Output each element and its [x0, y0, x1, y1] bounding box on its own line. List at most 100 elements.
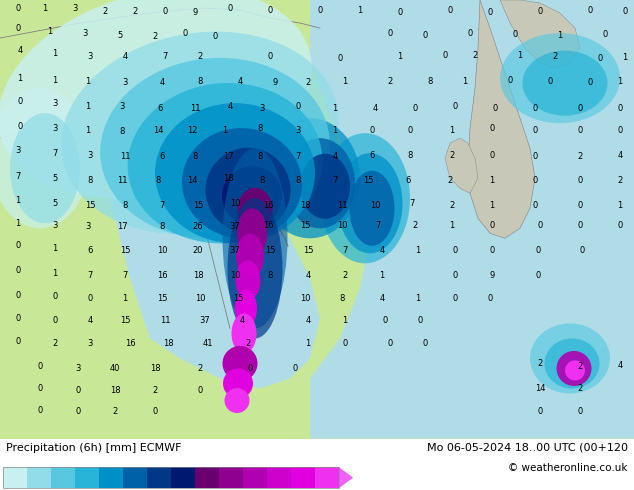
Bar	[267, 467, 291, 488]
Text: 18: 18	[223, 174, 233, 183]
Ellipse shape	[565, 361, 585, 380]
Text: 1: 1	[86, 101, 91, 111]
Text: 1: 1	[53, 75, 58, 85]
Text: 0: 0	[408, 125, 413, 135]
Text: 0: 0	[578, 176, 583, 185]
Bar	[51, 467, 75, 488]
Text: 3: 3	[295, 125, 301, 135]
Text: 2: 2	[472, 50, 477, 60]
Text: 0: 0	[37, 362, 42, 371]
Text: 8: 8	[155, 176, 160, 185]
Text: 4: 4	[17, 46, 23, 54]
Text: 0: 0	[453, 271, 458, 280]
Text: 41: 41	[203, 339, 213, 348]
Text: 1: 1	[53, 49, 58, 57]
Text: 15: 15	[265, 246, 275, 255]
Text: 0: 0	[15, 266, 21, 275]
Text: 0: 0	[602, 29, 607, 39]
Text: 1: 1	[489, 201, 495, 210]
Ellipse shape	[300, 154, 350, 219]
Text: 0: 0	[183, 28, 188, 38]
Text: 0: 0	[15, 337, 21, 346]
Bar	[171, 467, 195, 488]
Text: 0: 0	[412, 104, 418, 113]
Text: 3: 3	[87, 339, 93, 348]
Text: 2: 2	[552, 51, 558, 61]
Text: 1: 1	[450, 125, 455, 135]
Ellipse shape	[10, 113, 80, 223]
Ellipse shape	[260, 118, 360, 238]
Text: 0: 0	[75, 407, 81, 416]
Text: 0: 0	[578, 407, 583, 416]
Text: 8: 8	[192, 152, 198, 161]
Ellipse shape	[320, 133, 410, 263]
Text: 10: 10	[370, 201, 380, 210]
Text: 0: 0	[162, 6, 167, 16]
Text: 0: 0	[533, 104, 538, 113]
Text: 1: 1	[15, 219, 21, 228]
Text: 5: 5	[53, 199, 58, 208]
Text: 8: 8	[427, 76, 432, 86]
Text: 0: 0	[387, 339, 392, 348]
Text: 2: 2	[342, 271, 347, 280]
Text: 0: 0	[587, 77, 593, 87]
Text: 1: 1	[415, 294, 420, 303]
Ellipse shape	[235, 260, 261, 300]
Text: 0: 0	[578, 201, 583, 210]
Ellipse shape	[530, 323, 610, 393]
Text: 4: 4	[306, 316, 311, 325]
Text: 2: 2	[412, 221, 418, 230]
Text: 4: 4	[237, 76, 243, 86]
Text: 2: 2	[578, 362, 583, 371]
Text: 1: 1	[342, 316, 347, 325]
Text: 0: 0	[37, 384, 42, 393]
Text: Mo 06-05-2024 18..00 UTC (00+120: Mo 06-05-2024 18..00 UTC (00+120	[427, 442, 628, 453]
Text: 7: 7	[15, 172, 21, 181]
Text: 1: 1	[332, 125, 338, 135]
Text: 1: 1	[15, 196, 21, 205]
Text: 4: 4	[122, 51, 127, 61]
Text: 1: 1	[332, 104, 338, 113]
Text: 0: 0	[387, 28, 392, 38]
Text: 3: 3	[122, 77, 127, 87]
Text: 0: 0	[15, 24, 21, 32]
Text: 4: 4	[379, 246, 385, 255]
Text: 2: 2	[197, 364, 203, 373]
Text: 0: 0	[578, 221, 583, 230]
Text: 11: 11	[120, 152, 130, 161]
Text: 16: 16	[262, 201, 273, 210]
Text: 0: 0	[579, 246, 585, 255]
Text: 5: 5	[53, 174, 58, 183]
Text: 15: 15	[363, 176, 373, 185]
Bar	[75, 467, 99, 488]
Ellipse shape	[557, 351, 592, 386]
Text: 0: 0	[535, 271, 541, 280]
Text: 17: 17	[223, 152, 233, 161]
Text: 3: 3	[53, 221, 58, 230]
Text: 0: 0	[493, 104, 498, 113]
Text: 0: 0	[533, 152, 538, 161]
Text: 3: 3	[87, 151, 93, 160]
Text: 15: 15	[233, 294, 243, 303]
Text: 7: 7	[122, 271, 127, 280]
Ellipse shape	[223, 368, 253, 398]
Text: Precipitation (6h) [mm] ECMWF: Precipitation (6h) [mm] ECMWF	[6, 442, 182, 453]
Text: 4: 4	[228, 101, 233, 111]
Text: 8: 8	[122, 201, 127, 210]
Ellipse shape	[238, 188, 273, 233]
Text: 0: 0	[538, 221, 543, 230]
Ellipse shape	[127, 83, 322, 244]
Text: 1: 1	[462, 76, 468, 86]
Text: 1: 1	[17, 74, 23, 83]
Text: 8: 8	[197, 76, 203, 86]
Text: 1: 1	[450, 221, 455, 230]
Text: 1: 1	[618, 76, 623, 86]
Text: 8: 8	[159, 222, 165, 231]
Text: 0: 0	[382, 316, 387, 325]
Polygon shape	[240, 271, 252, 283]
Text: 6: 6	[87, 246, 93, 255]
Ellipse shape	[0, 0, 312, 198]
Text: 7: 7	[375, 221, 380, 230]
Text: 0: 0	[422, 339, 427, 348]
Text: 8: 8	[119, 126, 125, 136]
